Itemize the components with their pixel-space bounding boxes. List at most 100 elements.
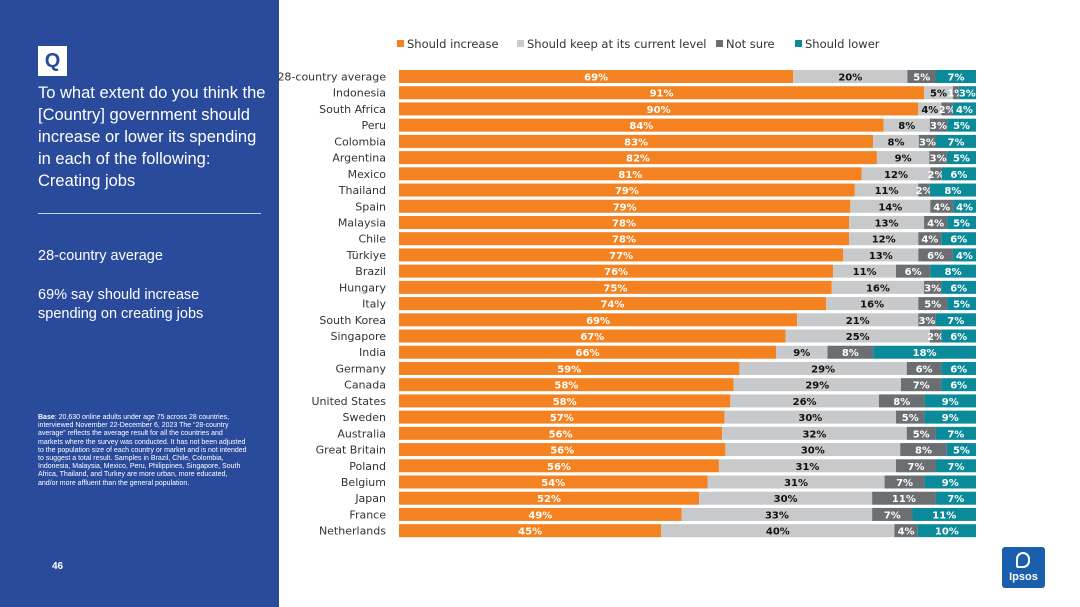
data-label: 32% (802, 429, 826, 440)
data-label: 7% (948, 462, 965, 473)
data-label: 11% (932, 510, 956, 521)
data-label: 31% (796, 462, 820, 473)
bar-segment (785, 329, 930, 343)
bar-segment (873, 345, 976, 359)
data-label: 13% (869, 251, 893, 262)
data-label: 78% (612, 235, 636, 246)
legend-swatch-2 (716, 40, 723, 47)
bar-segment (661, 524, 895, 538)
data-label: 3% (918, 316, 935, 327)
bar-segment (831, 280, 925, 294)
bar-segment (952, 86, 959, 100)
data-label: 5% (953, 218, 970, 229)
bar-segment (906, 426, 936, 440)
data-label: 4% (898, 527, 915, 538)
data-label: 13% (875, 218, 899, 229)
logo-mark-icon (1016, 552, 1030, 568)
data-label: 4% (956, 251, 973, 262)
bar-segment (854, 183, 919, 197)
bar-segment (918, 102, 942, 116)
data-label: 7% (947, 494, 964, 505)
bar-segment (947, 118, 976, 132)
data-label: 4% (956, 105, 973, 116)
data-label: 9% (942, 397, 959, 408)
data-label: 56% (550, 446, 574, 457)
category-label: France (349, 508, 386, 521)
data-label: 7% (948, 73, 965, 84)
legend-label-3: Should lower (805, 37, 880, 51)
base-text: : 20,630 online adults under age 75 acro… (38, 414, 247, 487)
data-label: 5% (953, 446, 970, 457)
bar-segment (724, 410, 897, 424)
category-label: Germany (335, 362, 386, 375)
data-label: 7% (948, 137, 965, 148)
bar-segment (399, 507, 682, 521)
data-label: 6% (950, 364, 967, 375)
data-label: 52% (537, 494, 561, 505)
summary-text: 69% say should increase spending on crea… (38, 287, 204, 322)
category-label: Argentina (332, 152, 386, 165)
data-label: 8% (898, 121, 915, 132)
bar-segment (850, 199, 931, 213)
data-label: 20% (838, 73, 862, 84)
bar-segment (935, 426, 976, 440)
bar-segment (936, 134, 976, 148)
bar-segment (941, 102, 953, 116)
bar-segment (399, 118, 884, 132)
bars: 28-country average 69% 20% 5% 7%Indonesia 91%… (279, 70, 976, 538)
legend-swatch-0 (397, 40, 404, 47)
bar-segment (399, 183, 855, 197)
data-label: 83% (624, 137, 648, 148)
bar-segment (399, 264, 834, 278)
bar-segment (952, 102, 976, 116)
legend-swatch-3 (795, 40, 802, 47)
data-label: 8% (842, 348, 859, 359)
category-label: Canada (344, 379, 386, 392)
data-label: 12% (872, 235, 896, 246)
category-label: Chile (358, 233, 386, 246)
bar-segment (918, 248, 953, 262)
bar-segment (896, 410, 925, 424)
bar-segment (399, 313, 798, 327)
bar-segment (941, 378, 976, 392)
data-label: 82% (626, 154, 650, 165)
data-label: 9% (942, 413, 959, 424)
bar-segment (399, 70, 794, 83)
bar-segment (399, 410, 725, 424)
data-label: 8% (893, 397, 910, 408)
data-label: 9% (942, 478, 959, 489)
bar-segment (793, 70, 908, 83)
divider (38, 213, 261, 214)
data-label: 8% (915, 446, 932, 457)
bar-segment (894, 524, 918, 538)
category-label: Australia (337, 427, 386, 440)
summary-title: 28-country average (38, 248, 163, 264)
data-label: 7% (947, 429, 964, 440)
bar-segment (876, 151, 930, 165)
bar-segment (930, 167, 942, 181)
bar-segment (900, 443, 947, 457)
data-label: 59% (557, 364, 581, 375)
bar-segment (918, 232, 942, 246)
data-label: 2% (939, 105, 956, 116)
data-label: 30% (774, 494, 798, 505)
bar-segment (399, 297, 826, 311)
logo-text: Ipsos (1009, 571, 1038, 583)
bar-segment (912, 507, 976, 521)
data-label: 6% (905, 267, 922, 278)
data-label: 3% (924, 283, 941, 294)
bar-segment (924, 394, 976, 408)
bar-segment (833, 264, 897, 278)
bar-segment (399, 102, 919, 116)
bar-segment (849, 232, 919, 246)
data-label: 21% (846, 316, 870, 327)
category-label: Great Britain (316, 444, 386, 457)
bar-segment (399, 394, 731, 408)
data-label: 5% (953, 154, 970, 165)
bar-segment (399, 134, 874, 148)
bar-segment (399, 248, 844, 262)
category-label: Türkiye (346, 249, 387, 262)
category-label: Malaysia (338, 216, 386, 229)
bar-segment (707, 475, 885, 489)
data-label: 4% (921, 235, 938, 246)
